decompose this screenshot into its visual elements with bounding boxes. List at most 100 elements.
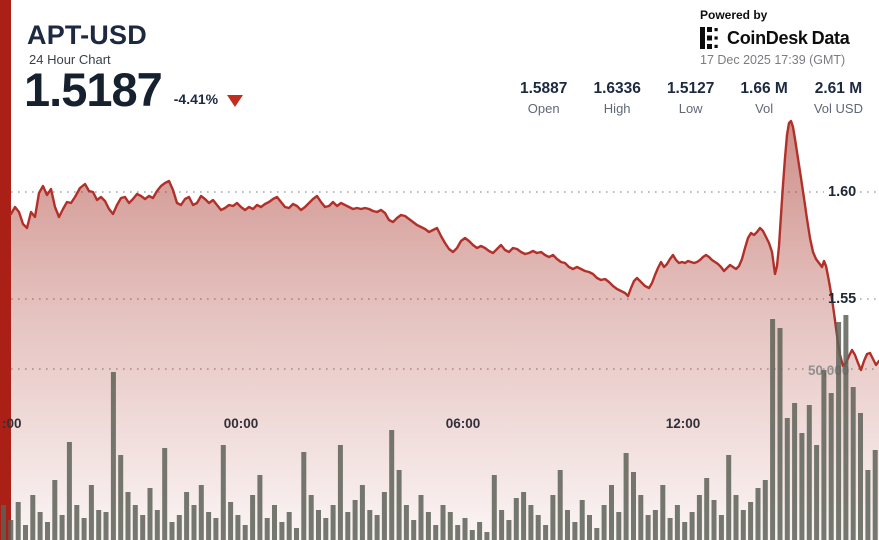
volume-bar — [572, 522, 578, 540]
volume-bar — [103, 512, 109, 540]
volume-bar — [411, 520, 417, 540]
price-change-percent: -4.41% — [173, 91, 219, 107]
volume-bar — [337, 445, 343, 540]
volume-bar — [477, 522, 483, 540]
volume-bar — [125, 492, 131, 540]
volume-bar — [828, 393, 834, 540]
volume-bar — [30, 495, 36, 540]
volume-bar — [235, 515, 241, 540]
volume-bar — [381, 492, 387, 540]
chart-timestamp: 17 Dec 2025 17:39 (GMT) — [700, 53, 846, 67]
volume-bar — [652, 510, 658, 540]
asset-symbol: APT-USD — [27, 20, 147, 50]
volume-bar — [257, 475, 263, 540]
volume-bar — [718, 515, 724, 540]
volume-bar — [147, 488, 153, 540]
powered-by-label: Powered by — [700, 8, 768, 22]
volume-bar — [396, 470, 402, 540]
stat-low-label: Low — [678, 101, 703, 116]
volume-bar — [550, 495, 556, 540]
volume-bar — [462, 518, 468, 540]
volume-bar — [814, 445, 820, 540]
volume-bar — [455, 525, 461, 540]
price-area-fill — [11, 121, 879, 540]
volume-bar — [8, 520, 14, 540]
volume-bar — [279, 522, 285, 540]
volume-bar — [294, 528, 299, 540]
volume-bar — [96, 510, 102, 540]
volume-bar — [484, 532, 490, 540]
volume-bar — [330, 505, 336, 540]
volume-bar — [609, 485, 614, 540]
volume-bar — [308, 495, 314, 540]
volume-bar — [389, 430, 395, 540]
volume-bar — [557, 470, 563, 540]
time-axis-tick-1200: 12:00 — [665, 416, 701, 431]
volume-bar — [682, 522, 688, 540]
volume-bar — [191, 505, 197, 540]
volume-bar — [264, 518, 270, 540]
volume-bar — [491, 475, 497, 540]
volume-bar — [272, 505, 277, 540]
volume-bar — [323, 518, 329, 540]
current-price: 1.5187 — [24, 63, 163, 116]
volume-bar — [792, 403, 798, 540]
volume-bar — [45, 522, 50, 540]
logo-word-coindesk: CoinDesk — [727, 27, 808, 48]
volume-bar — [777, 328, 783, 540]
volume-bar — [198, 485, 204, 540]
volume-bar — [132, 505, 138, 540]
volume-bar — [15, 502, 21, 540]
volume-bar — [535, 515, 541, 540]
stat-high-value: 1.6336 — [593, 80, 641, 97]
coindesk-logo-icon — [700, 27, 718, 49]
volume-bar — [872, 450, 878, 540]
volume-bar — [1, 505, 6, 540]
volume-bar — [367, 510, 373, 540]
volume-bar — [359, 485, 365, 540]
volume-bar — [345, 512, 351, 540]
volume-bar — [213, 518, 219, 540]
volume-bar — [88, 485, 94, 540]
volume-bar — [594, 528, 600, 540]
volume-bar — [374, 515, 380, 540]
volume-bar — [469, 530, 475, 540]
price-row: 1.5187 -4.41% — [24, 63, 244, 116]
stat-high: 1.6336 High — [593, 80, 640, 116]
stat-open-label: Open — [527, 101, 560, 116]
volume-bar — [242, 525, 248, 540]
volume-bar — [499, 510, 505, 540]
volume-bar — [23, 525, 28, 540]
volume-bar — [696, 495, 702, 540]
volume-bar — [601, 505, 607, 540]
volume-bar — [403, 505, 409, 540]
volume-bar — [565, 510, 570, 540]
volume-bar — [821, 370, 827, 540]
volume-bar — [799, 433, 805, 540]
coindesk-data-logo[interactable]: CoinDesk Data — [700, 27, 878, 49]
volume-bar — [433, 525, 439, 540]
volume-bar — [220, 445, 226, 540]
volume-bar — [770, 319, 776, 540]
volume-bar — [513, 498, 519, 540]
stat-open: 1.5887 Open — [520, 80, 567, 116]
stat-vol-label: Vol — [755, 101, 774, 116]
stat-open-value: 1.5887 — [520, 80, 568, 97]
stat-vol-usd: 2.61 M Vol USD — [814, 80, 863, 116]
volume-bar — [616, 512, 622, 540]
volume-bar — [843, 315, 849, 540]
volume-bar — [579, 500, 585, 540]
volume-bar — [418, 495, 424, 540]
coindesk-logo-text: CoinDesk Data — [727, 27, 850, 49]
stat-high-label: High — [603, 101, 631, 116]
volume-bar — [506, 520, 512, 540]
volume-bar — [440, 505, 446, 540]
logo-word-data: Data — [811, 27, 850, 48]
volume-bar — [447, 512, 453, 540]
volume-bar — [169, 522, 175, 540]
time-axis-tick-1800-clipped: :00 — [2, 416, 22, 431]
volume-bar — [638, 495, 644, 540]
volume-bar — [623, 453, 629, 540]
